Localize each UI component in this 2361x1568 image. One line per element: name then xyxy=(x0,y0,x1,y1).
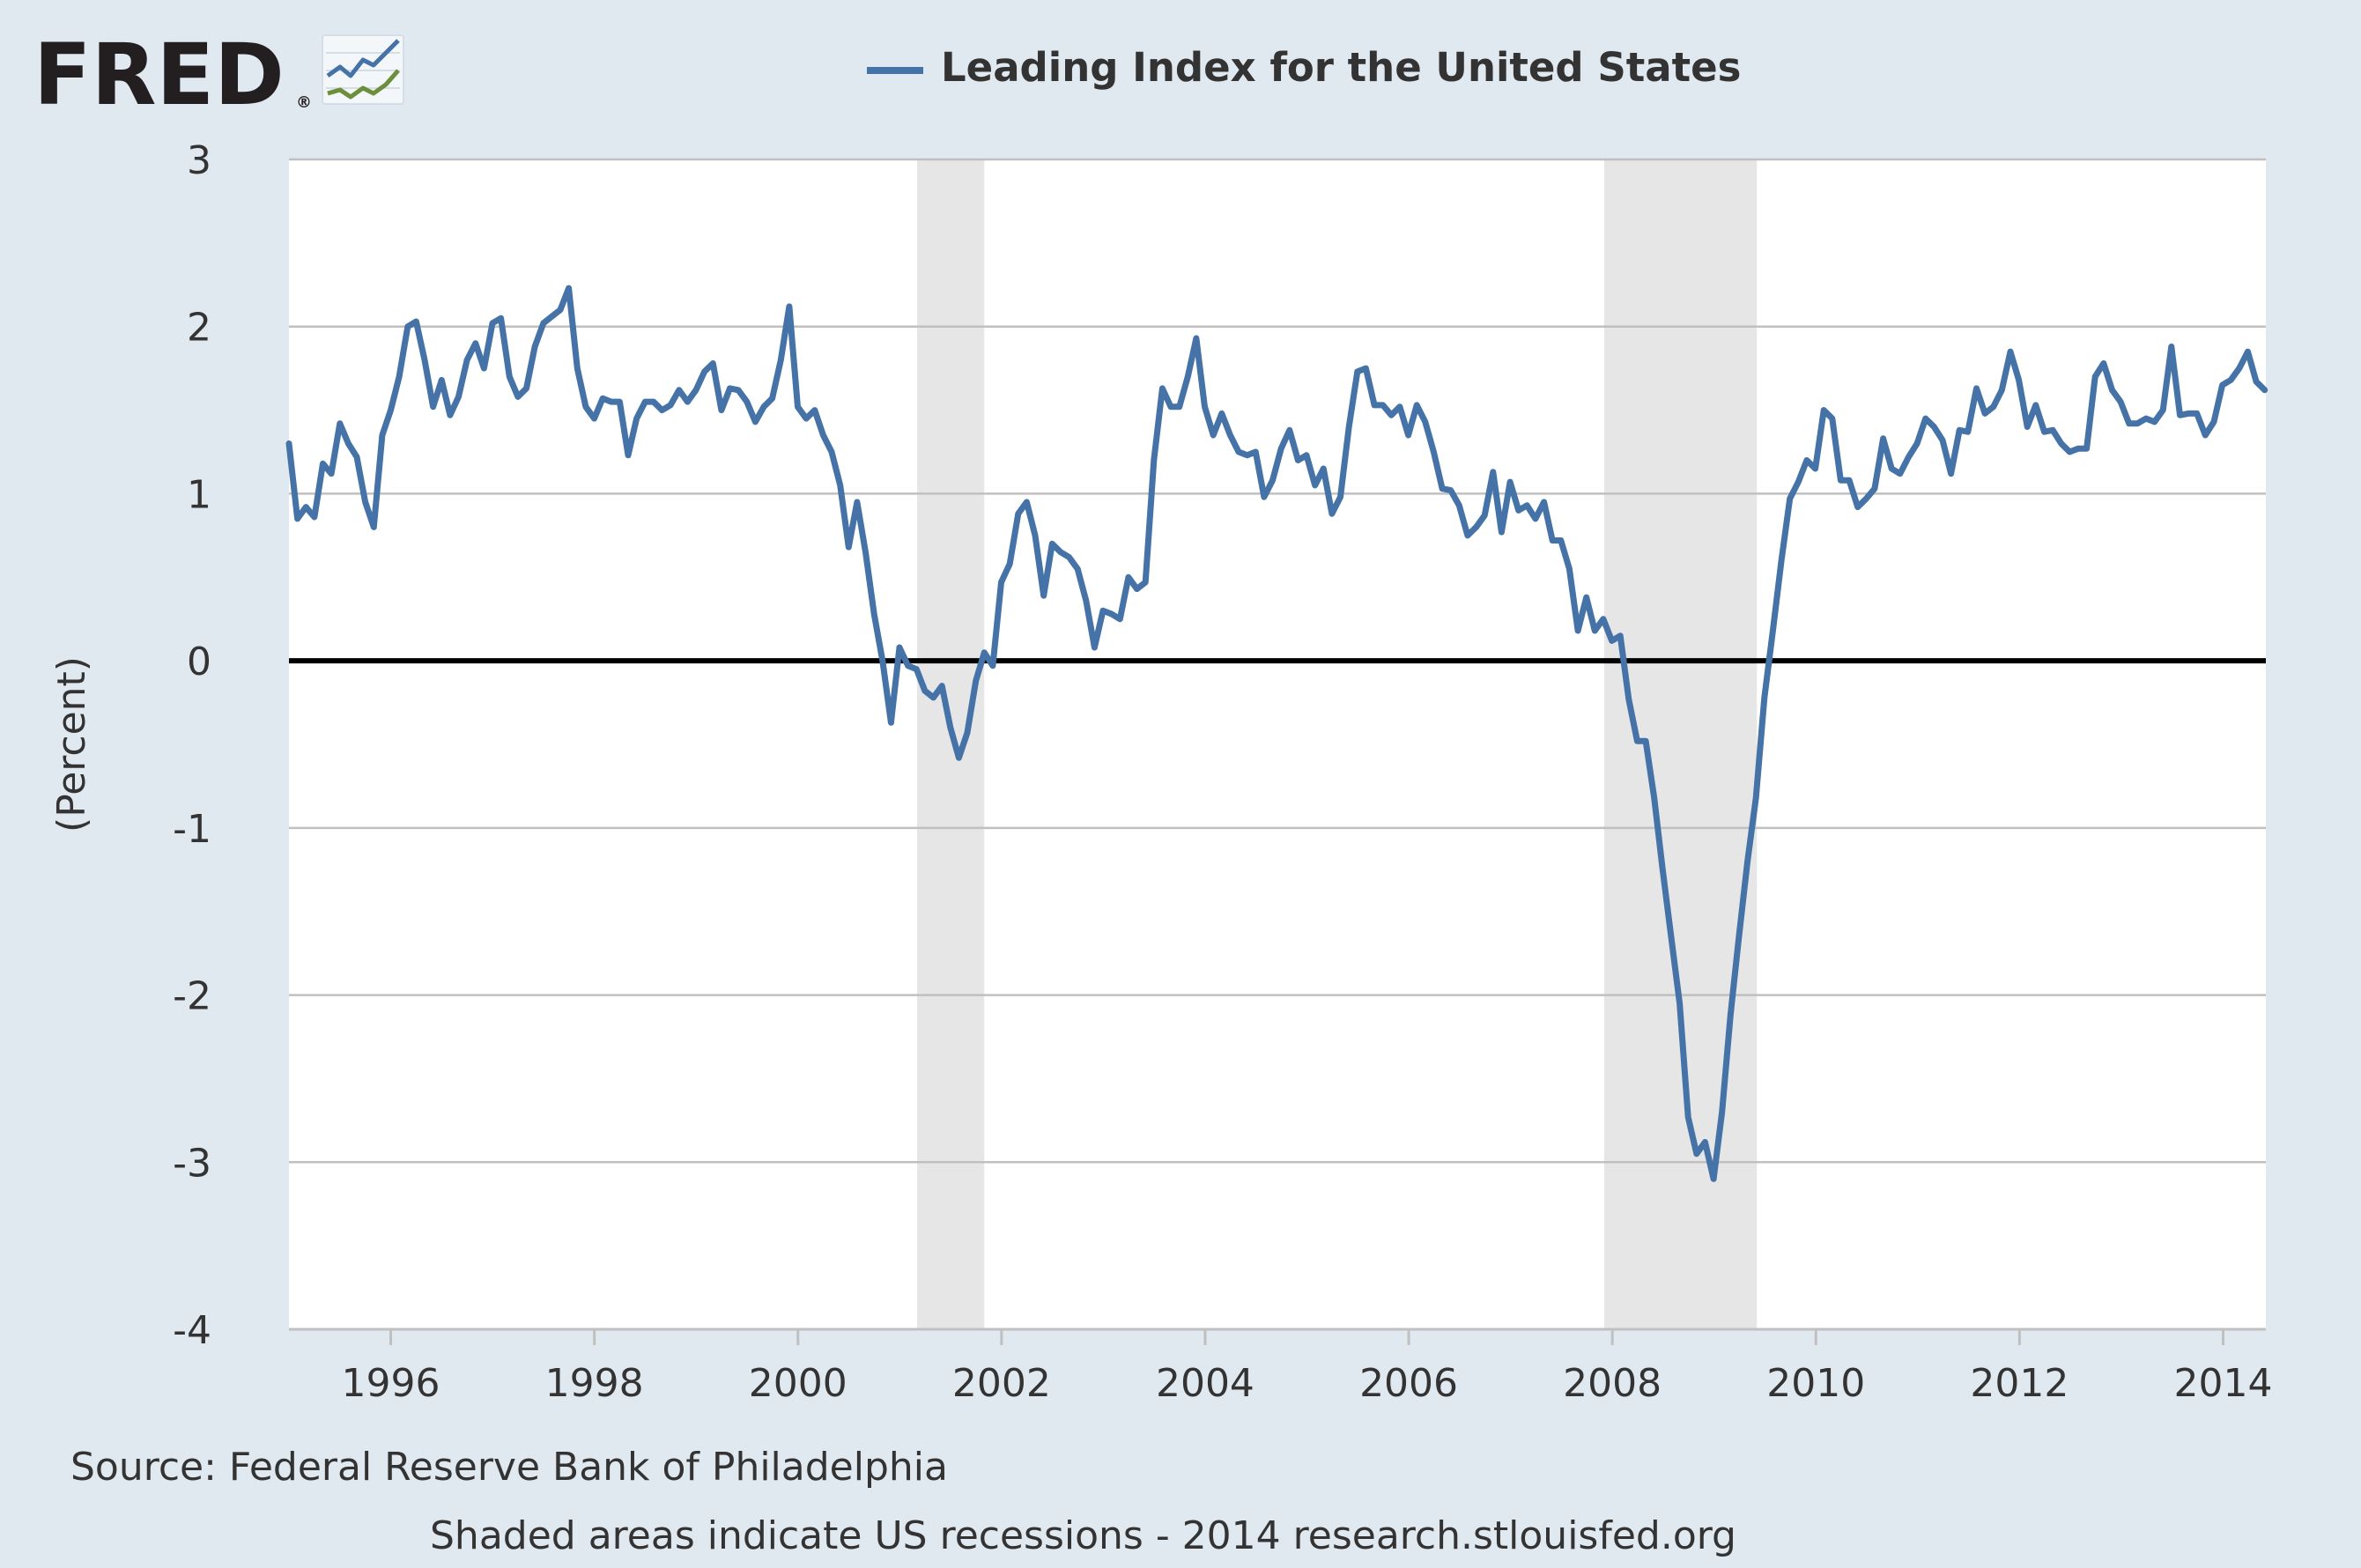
recession-band-0 xyxy=(916,159,985,1329)
y-tick-label: 1 xyxy=(187,472,211,517)
x-axis-labels: 1996 1998 2000 2002 2004 2006 2008 2010 2012 2014 xyxy=(342,1361,2273,1406)
x-tick-label: 2006 xyxy=(1359,1361,1458,1406)
y-tick-label: -4 xyxy=(173,1308,211,1353)
x-tick-label: 1996 xyxy=(342,1361,440,1406)
x-tick-label: 2002 xyxy=(952,1361,1051,1406)
recession-band-1 xyxy=(1603,159,1758,1329)
y-axis-labels: 3 2 1 0 -1 -2 -3 -4 xyxy=(173,138,211,1353)
logo-chart-icon xyxy=(322,34,404,105)
y-axis-title: (Percent) xyxy=(49,656,94,832)
x-tick-label: 2008 xyxy=(1563,1361,1662,1406)
source-text: Source: Federal Reserve Bank of Philadel… xyxy=(70,1445,948,1490)
logo-registered-mark: ® xyxy=(296,93,312,112)
y-tick-label: 2 xyxy=(187,306,211,351)
x-tick-label: 2000 xyxy=(749,1361,847,1406)
recession-shading xyxy=(916,159,1758,1329)
x-tick-label: 1998 xyxy=(545,1361,644,1406)
x-tick-label: 2014 xyxy=(2173,1361,2272,1406)
legend-label: Leading Index for the United States xyxy=(941,44,1741,91)
x-tick-label: 2010 xyxy=(1766,1361,1865,1406)
x-axis-ticks xyxy=(389,1329,2224,1345)
legend[interactable]: Leading Index for the United States xyxy=(867,44,1741,91)
y-tick-label: 0 xyxy=(187,640,211,684)
plot-area xyxy=(289,159,2266,1329)
x-tick-label: 2004 xyxy=(1156,1361,1255,1406)
y-tick-label: -3 xyxy=(173,1141,211,1186)
y-tick-label: 3 xyxy=(187,138,211,183)
logo-text: FRED xyxy=(33,26,285,124)
series-line-leading-index xyxy=(285,285,2268,1182)
gridlines xyxy=(289,158,2266,1164)
recession-note-text[interactable]: Shaded areas indicate US recessions - 20… xyxy=(430,1513,1736,1558)
y-tick-label: -2 xyxy=(173,974,211,1019)
y-tick-label: -1 xyxy=(173,807,211,852)
fred-logo[interactable]: FRED ® xyxy=(33,26,404,124)
x-tick-label: 2012 xyxy=(1970,1361,2069,1406)
